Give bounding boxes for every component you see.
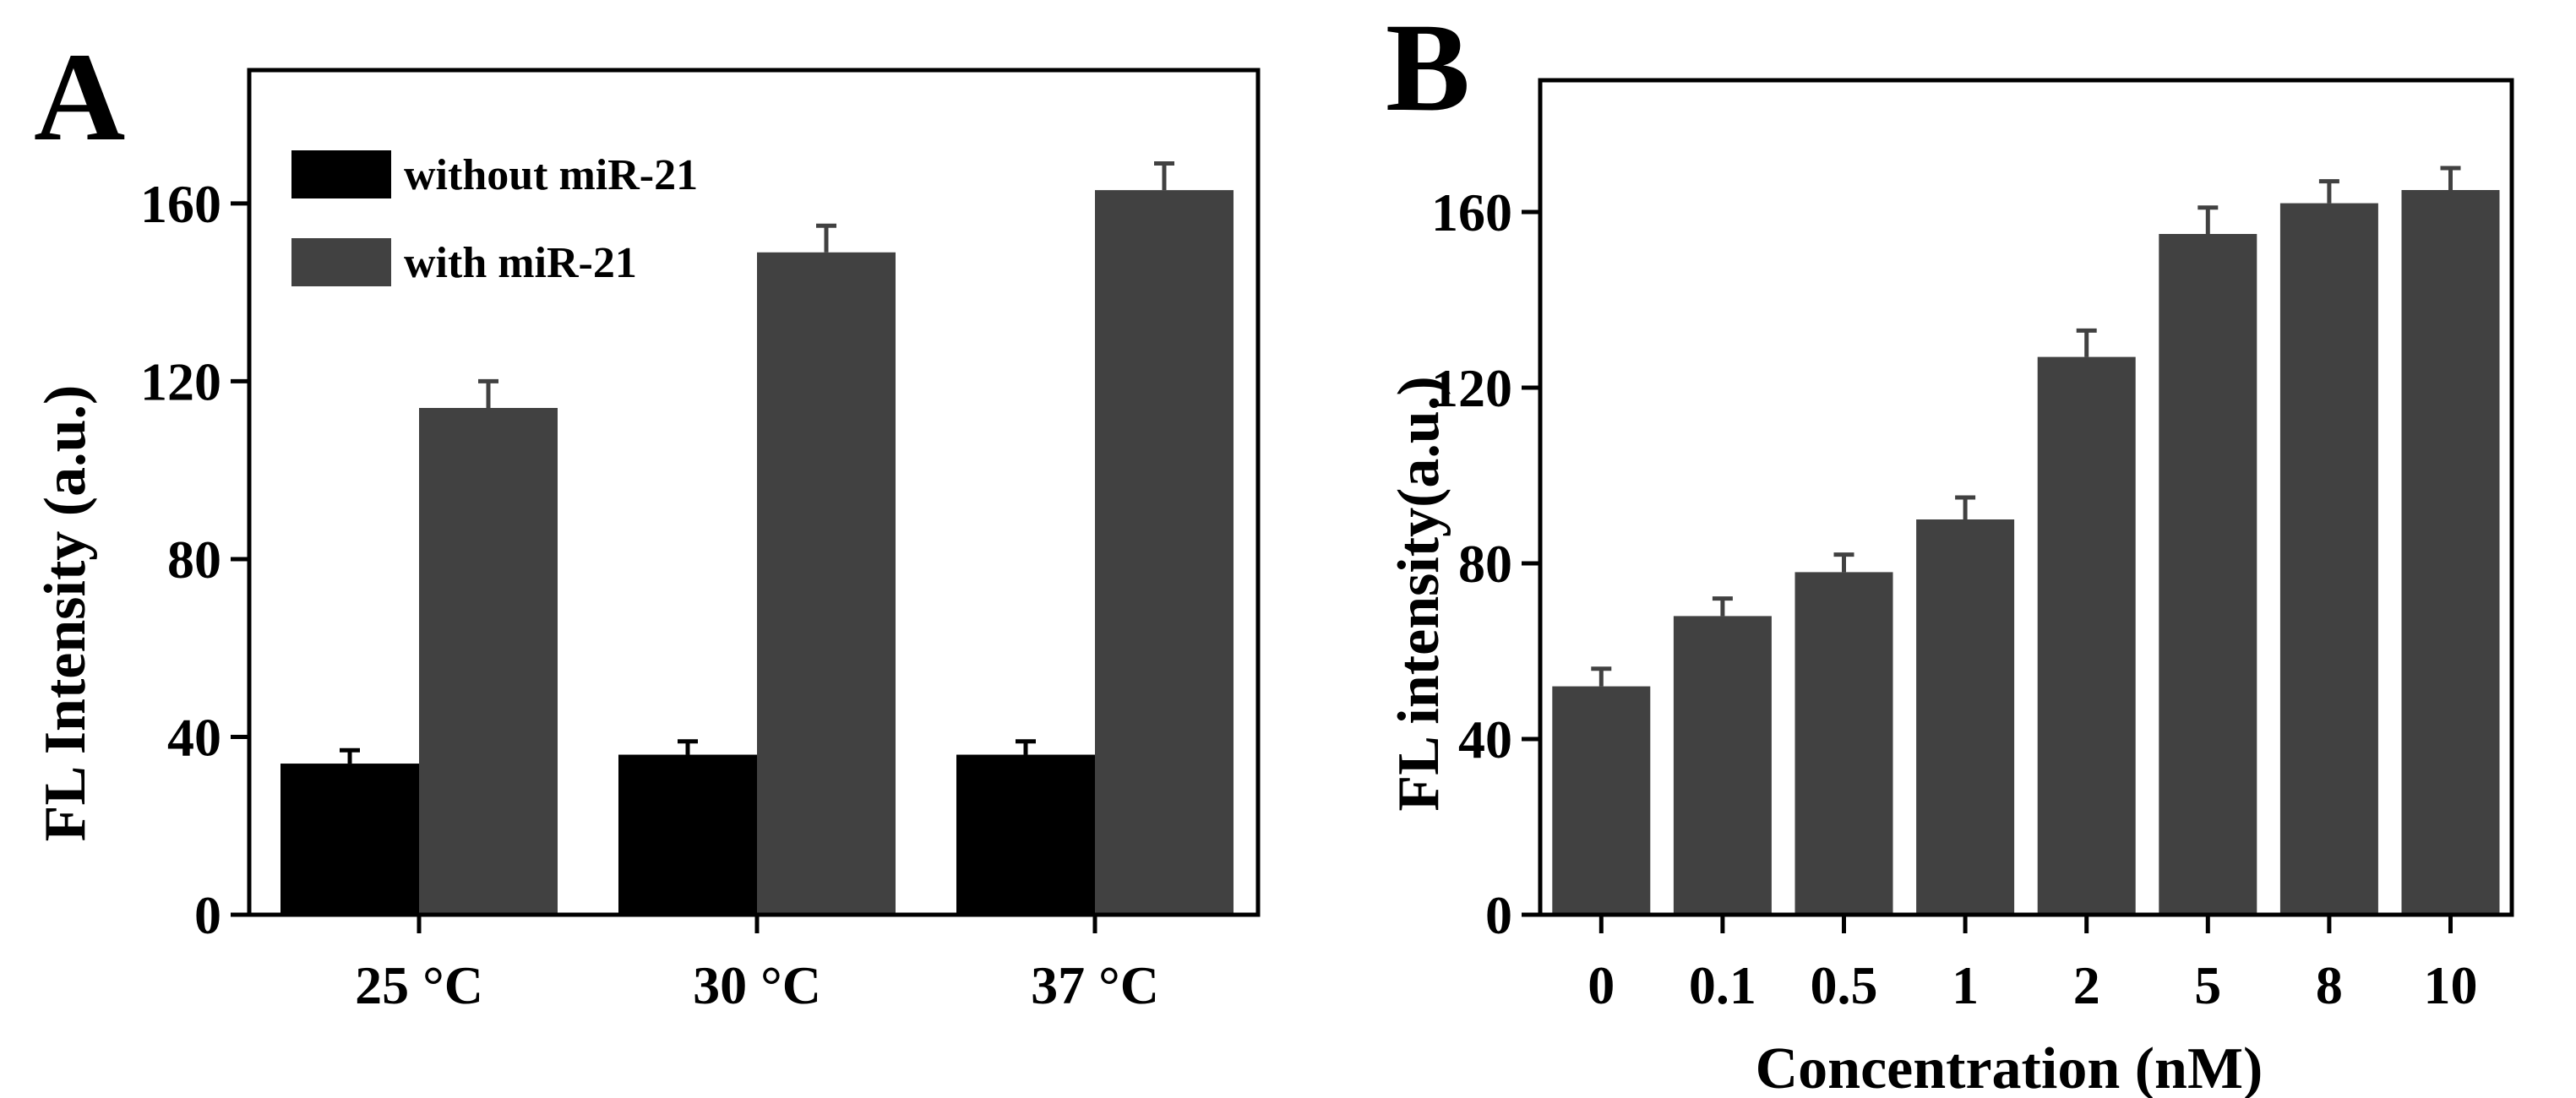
legend-swatch-without-mir21	[291, 150, 391, 198]
panel-b-plot-frame	[1538, 78, 2514, 917]
panel-b: B FL intensity(a.u.) Concentration (nM) …	[1386, 0, 2514, 1098]
panel-a-y-tick-label: 40	[167, 707, 221, 767]
panel-a-y-tick-label: 0	[194, 885, 221, 945]
panel-b-bar	[1552, 686, 1651, 915]
panel-b-bar	[1794, 572, 1893, 915]
panel-b-x-tick-label: 0.5	[1811, 955, 1878, 1015]
panel-letter-b: B	[1386, 0, 1470, 138]
panel-b-x-tick-label: 5	[2194, 955, 2221, 1015]
panel-b-bar	[2037, 356, 2136, 916]
panel-a: A FL Intensity (a.u.) without miR-21 wit…	[33, 27, 1261, 1015]
panel-letter-a: A	[34, 27, 125, 167]
panel-a-legend: without miR-21 with miR-21	[291, 150, 698, 287]
panel-b-bar	[1673, 616, 1772, 915]
panel-b-x-tick-label: 1	[1952, 955, 1979, 1015]
panel-b-bar	[2401, 190, 2500, 915]
panel-b-y-tick-label: 0	[1485, 885, 1512, 945]
panel-a-bar	[956, 754, 1095, 915]
panel-a-y-tick-label: 160	[140, 174, 221, 234]
legend-label-without-mir21: without miR-21	[404, 151, 698, 199]
panel-b-y-tick-label: 40	[1458, 709, 1512, 769]
panel-b-y-axis-label: FL intensity(a.u.)	[1386, 376, 1451, 811]
panel-b-bar	[2159, 234, 2257, 915]
panel-b-x-tick-label: 2	[2073, 955, 2100, 1015]
panel-b-bar	[2279, 203, 2378, 916]
panel-b-y-tick-label: 160	[1431, 182, 1512, 242]
panel-a-y-axis-label: FL Intensity (a.u.)	[33, 385, 98, 842]
panel-b-x-tick-label: 0	[1588, 955, 1615, 1015]
panel-a-bar	[280, 764, 419, 915]
panel-a-bar	[1095, 190, 1234, 915]
panel-a-x-tick-label: 25 °C	[355, 955, 483, 1015]
panel-a-x-tick-label: 30 °C	[693, 955, 821, 1015]
panel-a-y-tick-label: 80	[167, 530, 221, 590]
panel-a-x-tick-label: 37 °C	[1031, 955, 1159, 1015]
legend-label-with-mir21: with miR-21	[404, 239, 637, 287]
panel-b-x-tick-label: 8	[2316, 955, 2343, 1015]
legend-swatch-with-mir21	[291, 238, 391, 286]
panel-b-bar	[1916, 519, 2015, 915]
panel-a-plot-frame	[247, 68, 1261, 917]
panel-a-y-tick-label: 120	[140, 351, 221, 411]
panel-a-bar	[419, 408, 558, 915]
panel-b-y-tick-label: 80	[1458, 534, 1512, 594]
panel-a-bar	[618, 754, 757, 915]
panel-b-x-tick-label: 0.1	[1689, 955, 1756, 1015]
panel-b-x-tick-label: 10	[2424, 955, 2478, 1015]
panel-b-y-tick-label: 120	[1431, 358, 1512, 418]
panel-b-x-axis-label: Concentration (nM)	[1756, 1036, 2263, 1098]
panel-a-bar	[757, 252, 896, 916]
